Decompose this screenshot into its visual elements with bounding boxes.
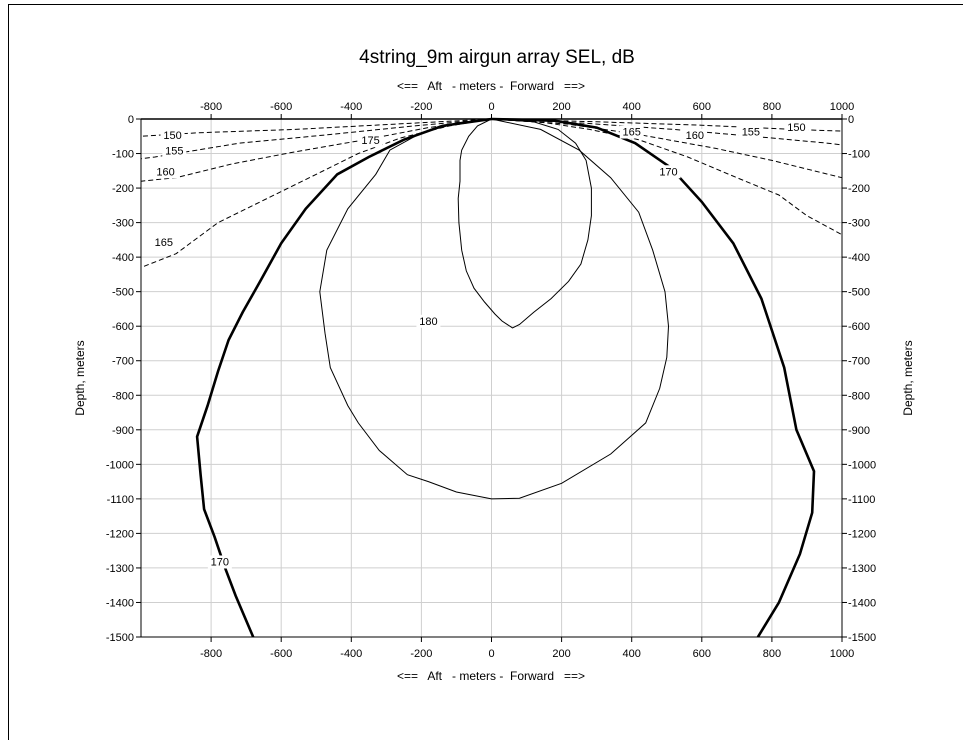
x-tick-label-bottom: -200 bbox=[410, 648, 432, 660]
chart-title: 4string_9m airgun array SEL, dB bbox=[359, 47, 635, 68]
contour-label-bg bbox=[416, 314, 441, 328]
x-tick-label-bottom: 600 bbox=[693, 648, 711, 660]
y-tick-label-left: -1400 bbox=[106, 597, 134, 609]
contour-label-170: 170 bbox=[211, 556, 229, 568]
contour-label-bg bbox=[738, 125, 763, 139]
x-axis-title-top: <== Aft - meters - Forward ==> bbox=[397, 79, 585, 93]
contour-label-bg bbox=[784, 121, 809, 135]
axes: -800 -800 -600 -600 -400 -400 -200 -200 0 0 200 200… bbox=[106, 101, 876, 660]
contour-label-bg bbox=[358, 134, 383, 148]
x-tick-label-bottom: 1000 bbox=[830, 648, 854, 660]
y-tick-label-left: -800 bbox=[112, 390, 134, 402]
y-tick-label-right: -1300 bbox=[848, 563, 876, 575]
contour-label-bg bbox=[619, 125, 644, 139]
contour-155-right bbox=[491, 118, 843, 146]
figure-frame bbox=[8, 4, 963, 740]
contour-label-bg bbox=[160, 128, 185, 142]
contour-170-right bbox=[491, 117, 816, 638]
contour-label-160: 160 bbox=[686, 130, 704, 142]
y-tick-label-right: -500 bbox=[848, 287, 870, 299]
contour-label-170: 170 bbox=[659, 166, 677, 178]
x-tick-label-top: 0 bbox=[488, 101, 494, 113]
y-tick-label-left: -400 bbox=[112, 252, 134, 264]
y-tick-label-left: -1000 bbox=[106, 459, 134, 471]
y-tick-label-left: -500 bbox=[112, 287, 134, 299]
x-tick-label-top: -200 bbox=[410, 101, 432, 113]
y-tick-label-left: -700 bbox=[112, 356, 134, 368]
x-tick-label-bottom: 200 bbox=[552, 648, 570, 660]
contour-labels: 180 175 170 170 165 165 160 160 155 155 150 150 bbox=[151, 121, 809, 569]
y-tick-label-right: 0 bbox=[848, 114, 854, 126]
y-tick-label-left: -200 bbox=[112, 183, 134, 195]
y-tick-label-right: -400 bbox=[848, 252, 870, 264]
contour-165-right bbox=[491, 118, 843, 236]
y-tick-label-left: -1500 bbox=[106, 632, 134, 644]
contour-label-155: 155 bbox=[742, 127, 760, 139]
y-tick-label-left: -300 bbox=[112, 218, 134, 230]
x-tick-label-bottom: -800 bbox=[200, 648, 222, 660]
contour-155 bbox=[140, 118, 492, 160]
x-tick-label-bottom: 400 bbox=[623, 648, 641, 660]
y-tick-label-left: -900 bbox=[112, 425, 134, 437]
x-tick-label-top: 1000 bbox=[830, 101, 854, 113]
x-tick-label-bottom: -400 bbox=[340, 648, 362, 660]
contour-label-175: 175 bbox=[361, 135, 379, 147]
y-tick-label-right: -600 bbox=[848, 321, 870, 333]
y-tick-label-right: -1400 bbox=[848, 597, 876, 609]
x-tick-label-top: 800 bbox=[763, 101, 781, 113]
contour-label-150: 150 bbox=[163, 130, 181, 142]
x-tick-label-top: 200 bbox=[552, 101, 570, 113]
contour-label-165: 165 bbox=[623, 127, 641, 139]
contour-165 bbox=[140, 118, 492, 268]
contour-label-180: 180 bbox=[419, 316, 437, 328]
y-tick-label-right: -1200 bbox=[848, 528, 876, 540]
x-tick-label-top: 600 bbox=[693, 101, 711, 113]
y-tick-label-left: -1200 bbox=[106, 528, 134, 540]
contour-label-bg bbox=[656, 165, 681, 179]
y-tick-label-right: -300 bbox=[848, 218, 870, 230]
contour-150-right bbox=[491, 118, 843, 132]
y-tick-label-left: -600 bbox=[112, 321, 134, 333]
y-tick-label-right: -200 bbox=[848, 183, 870, 195]
x-tick-label-bottom: 0 bbox=[488, 648, 494, 660]
y-tick-label-left: 0 bbox=[128, 114, 134, 126]
contour-175 bbox=[319, 118, 670, 500]
contour-label-160: 160 bbox=[156, 166, 174, 178]
y-tick-label-right: -100 bbox=[848, 149, 870, 161]
contour-label-bg bbox=[162, 144, 187, 158]
y-tick-label-right: -700 bbox=[848, 356, 870, 368]
contour-180 bbox=[457, 118, 592, 329]
contour-lines bbox=[140, 117, 843, 638]
y-tick-label-right: -1100 bbox=[848, 494, 875, 506]
x-tick-label-top: -800 bbox=[200, 101, 222, 113]
x-tick-label-top: -600 bbox=[270, 101, 292, 113]
y-tick-label-right: -900 bbox=[848, 425, 870, 437]
contour-label-bg bbox=[151, 236, 176, 250]
x-tick-label-top: -400 bbox=[340, 101, 362, 113]
grid bbox=[141, 118, 843, 638]
contour-label-bg bbox=[207, 555, 232, 569]
contour-170 bbox=[195, 117, 492, 638]
y-tick-label-left: -1100 bbox=[107, 494, 134, 506]
y-tick-label-left: -100 bbox=[112, 149, 134, 161]
contour-label-155: 155 bbox=[165, 146, 183, 158]
x-tick-label-bottom: -600 bbox=[270, 648, 292, 660]
contour-label-bg bbox=[682, 128, 707, 142]
x-axis-title-bottom: <== Aft - meters - Forward ==> bbox=[397, 669, 585, 683]
contour-label-bg bbox=[153, 165, 178, 179]
y-axis-title-left: Depth, meters bbox=[73, 340, 87, 415]
x-tick-label-top: 400 bbox=[623, 101, 641, 113]
y-tick-label-right: -1500 bbox=[848, 632, 876, 644]
y-tick-label-right: -800 bbox=[848, 390, 870, 402]
y-tick-label-right: -1000 bbox=[848, 459, 876, 471]
contour-160-right bbox=[491, 118, 843, 179]
contour-label-150: 150 bbox=[787, 122, 805, 134]
x-tick-label-bottom: 800 bbox=[763, 648, 781, 660]
y-tick-label-left: -1300 bbox=[106, 563, 134, 575]
contour-label-165: 165 bbox=[155, 237, 173, 249]
y-axis-title-right: Depth, meters bbox=[901, 340, 915, 415]
